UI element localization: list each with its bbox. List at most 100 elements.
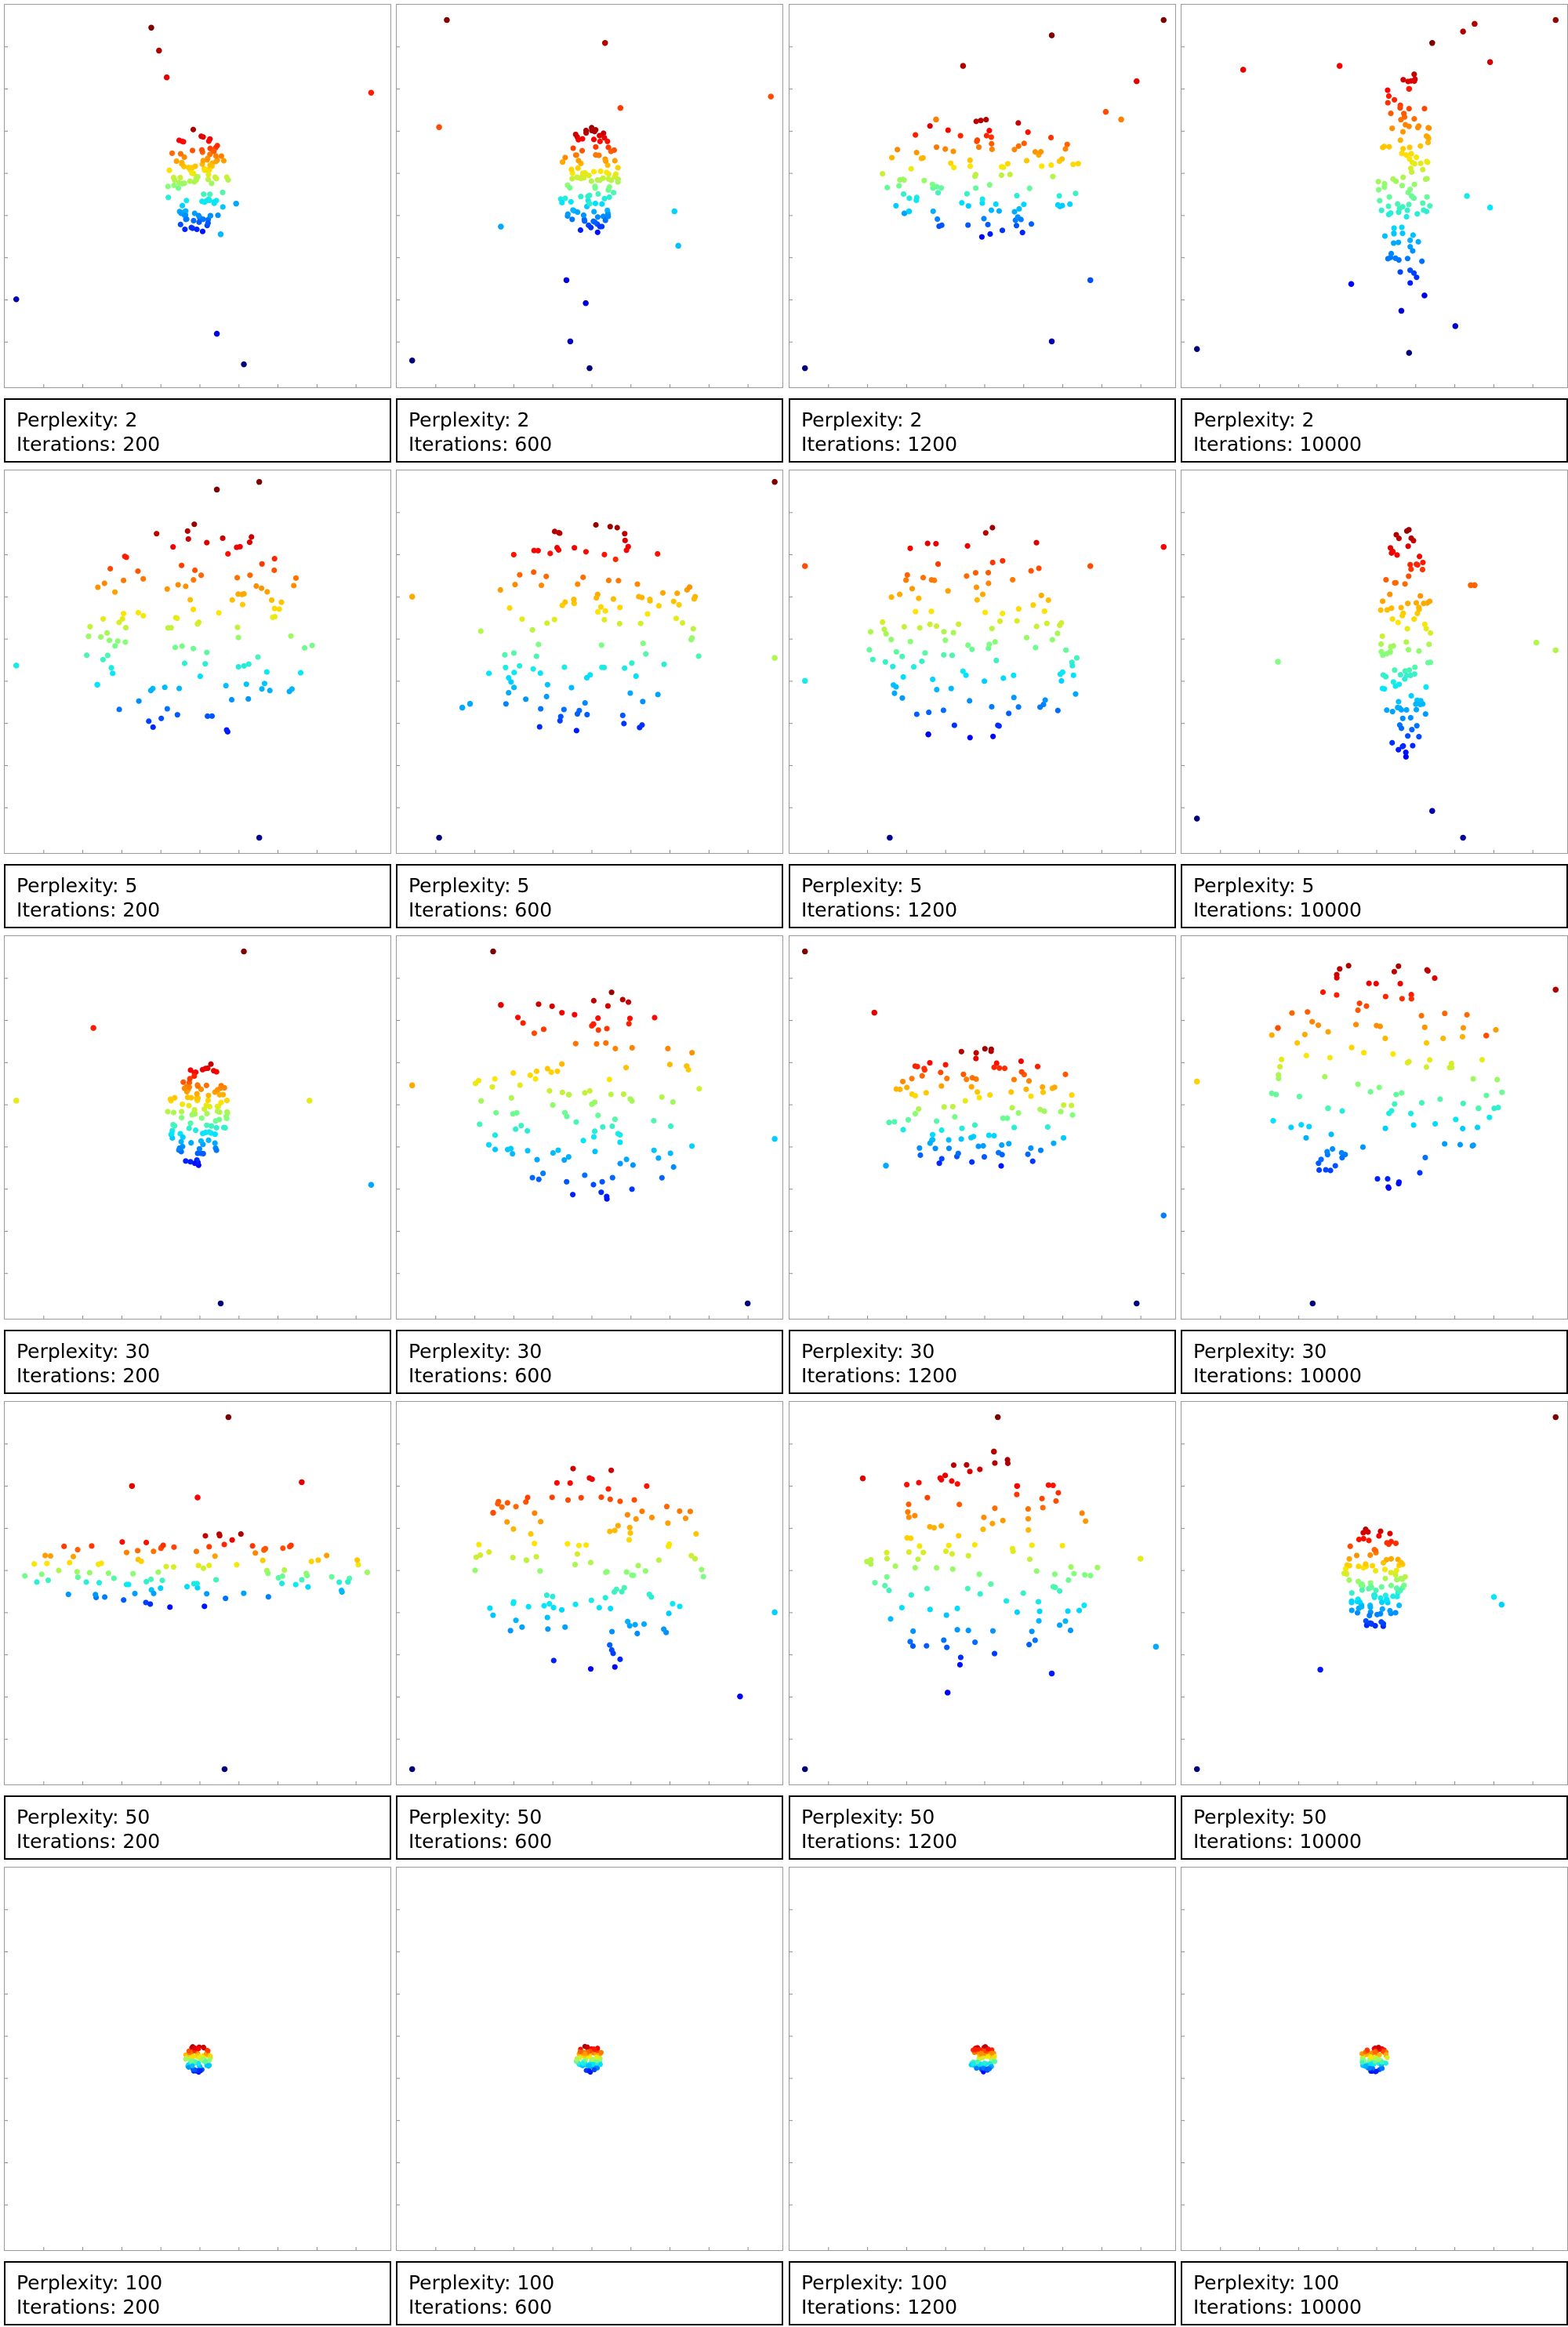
scatter-point (901, 623, 907, 630)
iterations-label: Iterations: 10000 (1193, 433, 1362, 456)
outlier-point (1406, 350, 1413, 356)
scatter-point (187, 1067, 194, 1073)
scatter-point (95, 584, 101, 590)
scatter-point (604, 138, 611, 144)
scatter-point (893, 648, 899, 655)
scatter-point (1399, 231, 1406, 237)
outlier-point (801, 563, 808, 569)
scatter-point (1494, 1076, 1501, 1083)
scatter-point (504, 1519, 510, 1525)
scatter-point (1365, 2048, 1370, 2053)
scatter-point (1381, 233, 1388, 239)
scatter-point (223, 1596, 229, 1602)
scatter-point (1048, 162, 1054, 169)
scatter-point (1407, 714, 1414, 721)
scatter-point (532, 1076, 539, 1082)
scatter-point (1398, 725, 1405, 731)
scatter-point (1399, 1090, 1405, 1096)
scatter-point (279, 1573, 285, 1579)
scatter-point (611, 1588, 618, 1595)
scatter-point (1396, 746, 1402, 753)
scatter-point (165, 625, 171, 631)
scatter-point (559, 1061, 565, 1067)
scatter-point (181, 154, 187, 161)
scatter-point (132, 1590, 138, 1597)
scatter-point (927, 621, 933, 627)
scatter-point (95, 1561, 102, 1567)
scatter-point (882, 659, 888, 665)
scatter-point (572, 1040, 579, 1047)
scatter-point (83, 652, 90, 659)
scatter-point (916, 1105, 922, 1113)
scatter-point (1083, 1518, 1089, 1524)
scatter-point (886, 1120, 892, 1126)
scatter-point (215, 212, 221, 219)
outlier-point (217, 1300, 224, 1307)
scatter-point (1054, 201, 1061, 208)
scatter-point (1392, 96, 1398, 103)
scatter-point (211, 1068, 217, 1074)
scatter-point (1399, 129, 1406, 135)
scatter-point (199, 2057, 205, 2062)
scatter-point (1378, 1619, 1385, 1625)
scatter-point (622, 537, 628, 543)
scatter-point (975, 1143, 982, 1149)
scatter-point (549, 1494, 555, 1501)
scatter-point (621, 721, 627, 727)
scatter-point (1377, 641, 1385, 648)
scatter-point (159, 1577, 165, 1584)
scatter-point (206, 1544, 212, 1550)
scatter-point (1057, 623, 1063, 629)
panel-caption: Perplexity: 5 Iterations: 10000 (1181, 864, 1568, 928)
outlier-point (671, 208, 678, 215)
scatter-point (976, 1571, 982, 1577)
scatter-point (1021, 201, 1027, 208)
scatter-point (1073, 691, 1079, 697)
scatter-point (605, 144, 612, 151)
scatter-point (1384, 707, 1390, 713)
scatter-point (1401, 1582, 1407, 1588)
outlier-point (194, 173, 201, 180)
scatter-point (599, 1178, 605, 1185)
scatter-point (198, 133, 205, 140)
scatter-point (556, 529, 562, 536)
scatter-point (899, 1078, 906, 1085)
scatter-point (191, 2053, 196, 2059)
scatter-point (165, 183, 171, 190)
scatter-point (1332, 1163, 1338, 1169)
scatter-point (547, 550, 554, 557)
scatter-point (492, 1076, 498, 1082)
outlier-point (771, 1609, 778, 1616)
scatter-point (572, 131, 579, 138)
scatter-point (619, 712, 626, 719)
scatter-point (1011, 147, 1018, 153)
scatter-point (887, 1616, 894, 1622)
scatter-point (158, 715, 165, 721)
scatter-point (1363, 1617, 1369, 1625)
outlier-point (163, 74, 170, 81)
scatter-point (1393, 1567, 1399, 1574)
scatter-point (899, 176, 906, 183)
scatter-point (670, 1600, 676, 1607)
scatter-point (135, 568, 141, 575)
scatter-point (260, 1557, 266, 1563)
scatter-point (182, 226, 188, 233)
scatter-point (135, 609, 141, 616)
scatter-point (1054, 707, 1061, 713)
scatter-point (1277, 1064, 1283, 1070)
scatter-point (570, 145, 576, 151)
scatter-point (921, 1065, 927, 1072)
scatter-point (199, 198, 205, 205)
scatter-point (195, 212, 201, 219)
scatter-point (268, 597, 275, 604)
scatter-point (183, 198, 190, 204)
scatter-point (626, 999, 632, 1005)
panel-caption: Perplexity: 50 Iterations: 200 (4, 1795, 391, 1860)
scatter-point (955, 1150, 961, 1156)
scatter-point (610, 596, 616, 602)
scatter-point (572, 545, 578, 551)
scatter-point (626, 1524, 633, 1530)
scatter-point (967, 157, 973, 163)
scatter-point (121, 577, 127, 583)
perplexity-label: Perplexity: 5 (801, 874, 923, 897)
